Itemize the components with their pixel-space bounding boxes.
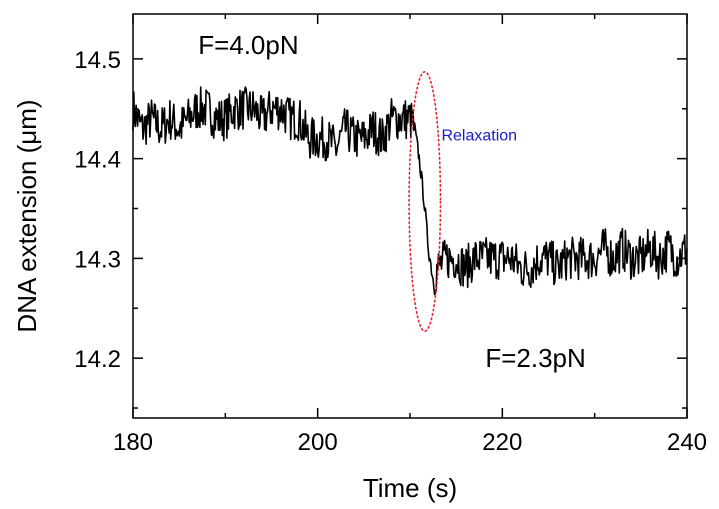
x-tick-label-220: 220: [482, 429, 522, 456]
series-line-dna-extension: [132, 86, 688, 296]
annotation-force-before: F=4.0pN: [198, 30, 298, 60]
y-axis-title: DNA extension (μm): [12, 99, 42, 332]
annotation-relaxation: Relaxation: [441, 128, 517, 145]
relaxation-highlight-ellipse: [408, 71, 442, 333]
y-tick-label-14-5: 14.5: [74, 47, 121, 74]
y-tick-label-14-4: 14.4: [74, 147, 121, 174]
x-tick-label-240: 240: [667, 429, 707, 456]
annotation-force-after: F=2.3pN: [485, 343, 585, 373]
y-tick-labels: 14.2 14.3 14.4 14.5: [74, 47, 121, 373]
y-tick-label-14-2: 14.2: [74, 346, 121, 373]
x-tick-label-180: 180: [113, 429, 153, 456]
x-axis-title: Time (s): [363, 473, 457, 503]
x-tick-labels: 180 200 220 240: [113, 429, 707, 456]
y-tick-label-14-3: 14.3: [74, 246, 121, 273]
x-tick-label-200: 200: [298, 429, 338, 456]
series-layer: [132, 86, 688, 296]
